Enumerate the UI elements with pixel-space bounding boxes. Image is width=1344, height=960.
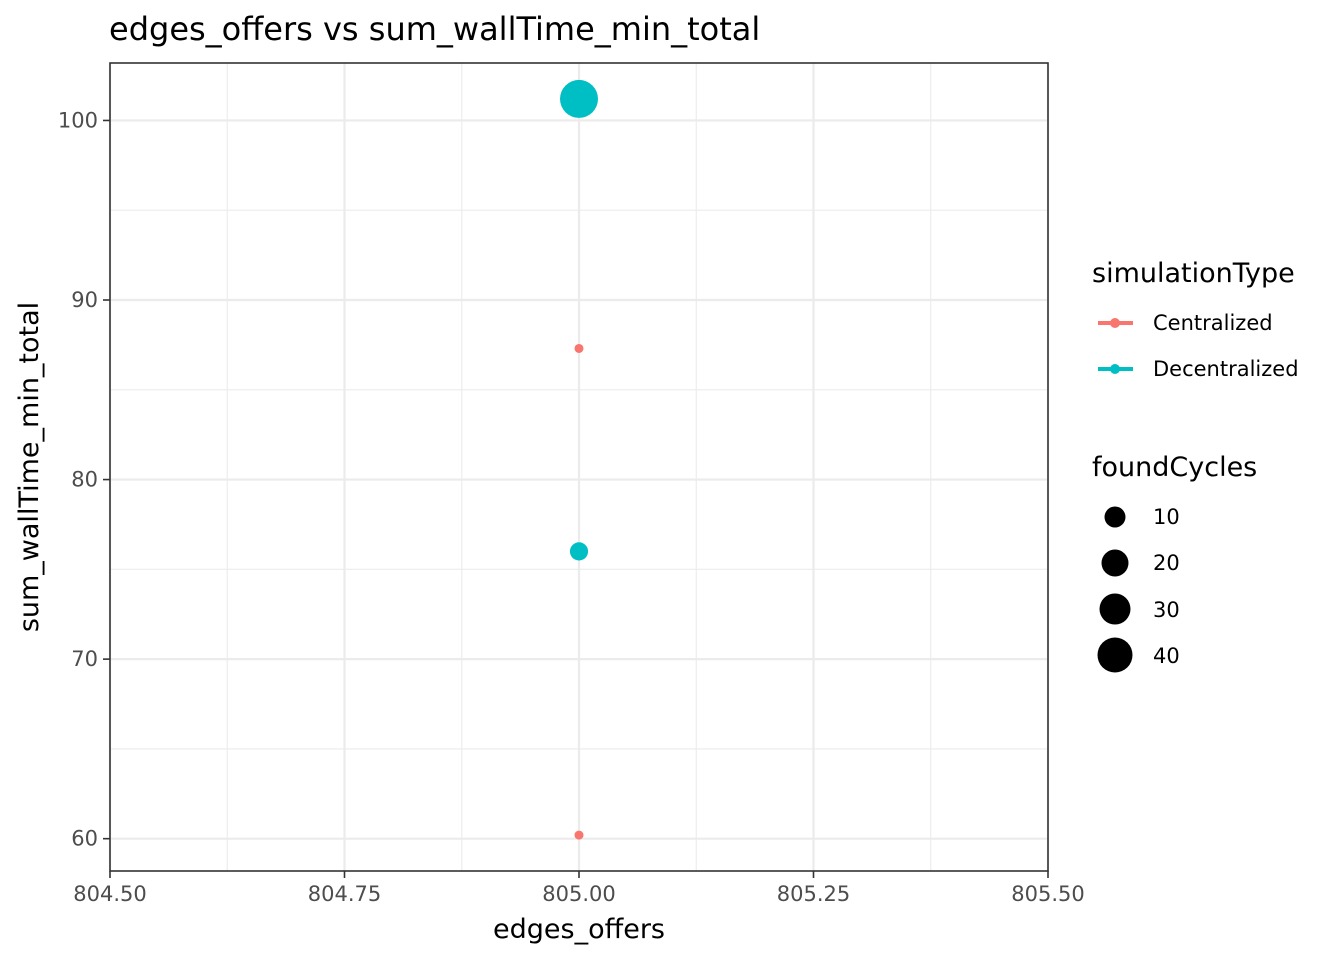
chart-title: edges_offers vs sum_wallTime_min_total [109, 10, 760, 48]
legend-key-point [1110, 364, 1120, 374]
y-tick-label: 90 [71, 288, 98, 312]
data-point-decentralized [569, 542, 589, 561]
y-axis-title: sum_wallTime_min_total [14, 302, 45, 632]
legend-label-centralized: Centralized [1153, 311, 1273, 335]
legend-label-decentralized: Decentralized [1153, 357, 1299, 381]
size-legend: foundCycles 10 20 30 40 [1092, 452, 1257, 673]
data-point-decentralized [560, 79, 598, 118]
x-tick-label: 804.50 [73, 882, 146, 906]
size-legend-label: 40 [1153, 644, 1180, 668]
data-point-centralized [574, 830, 584, 840]
size-legend-key-30 [1099, 593, 1131, 625]
x-tick-label: 805.50 [1011, 882, 1084, 906]
legend-key-decentralized [1098, 364, 1133, 374]
x-axis-ticks: 804.50 804.75 805.00 805.25 805.50 [73, 871, 1085, 906]
size-legend-label: 10 [1153, 505, 1180, 529]
y-tick-label: 70 [71, 647, 98, 671]
size-legend-title: foundCycles [1092, 452, 1257, 483]
y-tick-label: 100 [58, 108, 98, 132]
y-tick-label: 80 [71, 468, 98, 492]
size-legend-label: 20 [1153, 551, 1180, 575]
x-tick-label: 804.75 [308, 882, 381, 906]
legend-key-centralized [1098, 318, 1133, 328]
x-axis-title: edges_offers [493, 914, 665, 945]
color-legend: simulationType Centralized Decentralized [1092, 258, 1299, 381]
size-legend-label: 30 [1153, 598, 1180, 622]
y-tick-label: 60 [71, 827, 98, 851]
color-legend-title: simulationType [1092, 258, 1295, 289]
y-axis-ticks: 60 70 80 90 100 [58, 108, 110, 851]
x-tick-label: 805.00 [542, 882, 615, 906]
data-point-centralized [574, 343, 584, 353]
size-legend-key-40 [1097, 637, 1133, 673]
data-points [560, 79, 598, 840]
legend-key-point [1110, 318, 1120, 328]
size-legend-key-10 [1104, 506, 1126, 528]
x-tick-label: 805.25 [777, 882, 850, 906]
size-legend-key-20 [1101, 549, 1129, 577]
